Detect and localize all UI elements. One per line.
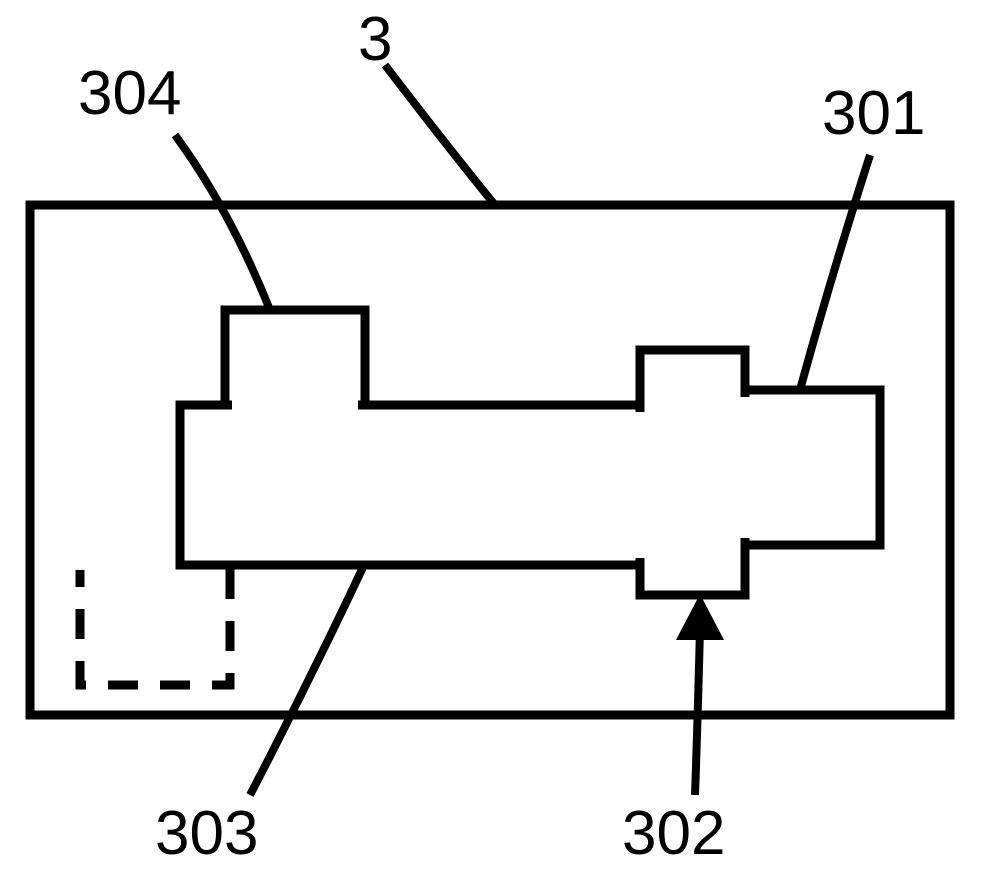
leader-304 [175, 135, 270, 310]
leader-303 [250, 563, 365, 795]
body-block [180, 405, 640, 565]
right-block [745, 390, 880, 545]
label-301: 301 [822, 78, 925, 149]
label-302: 302 [622, 798, 725, 869]
leader-301 [800, 155, 870, 390]
leader-302 [695, 628, 700, 795]
leader-3 [385, 65, 495, 205]
label-303: 303 [155, 798, 258, 869]
top-small-block [225, 310, 365, 405]
arrow-head-302 [676, 594, 724, 640]
label-3: 3 [358, 4, 392, 75]
dashed-feedback-line [80, 569, 230, 685]
vertical-block [640, 350, 745, 595]
label-304: 304 [78, 58, 181, 129]
